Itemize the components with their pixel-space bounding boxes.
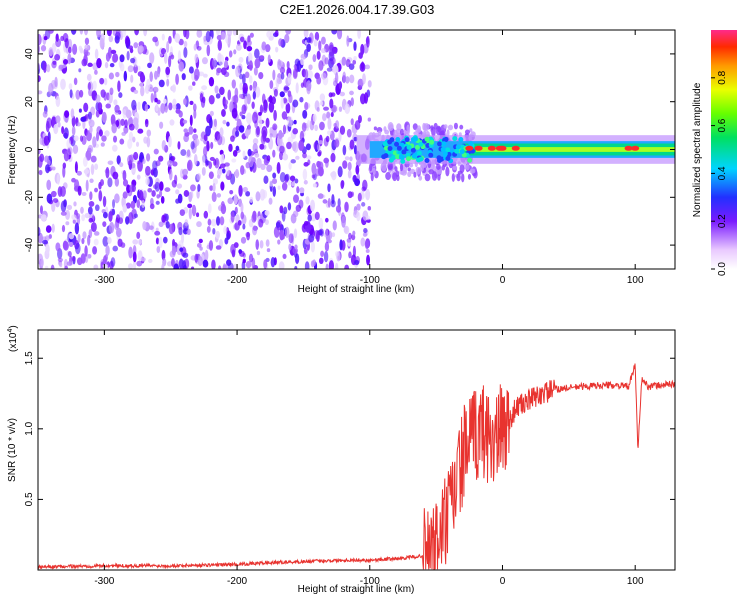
line-y-ticks: 0.5 1.0 1.5 xyxy=(24,351,675,506)
heatmap-y-tick-label-0: -40 xyxy=(24,237,35,252)
heatmap-x-ticks: -300 -200 -100 0 100 xyxy=(94,30,644,286)
line-y-tick-label-1: 1.0 xyxy=(24,421,35,435)
colorbar-ticks: 0.0 0.2 0.4 0.6 0.8 xyxy=(711,70,728,276)
line-y-tick-label-2: 1.5 xyxy=(24,351,35,365)
colorbar-label: Normalized spectral amplitude xyxy=(692,82,703,217)
line-x-axis-label: Height of straight line (km) xyxy=(298,584,415,595)
heatmap-y-ticks: -40 -20 0 20 40 xyxy=(24,48,675,252)
colorbar xyxy=(711,30,737,269)
heatmap-x-tick-label-4: 100 xyxy=(627,275,644,286)
heatmap-y-tick-label-4: 40 xyxy=(24,48,35,60)
line-x-tick-label-1: -200 xyxy=(227,576,247,587)
heatmap-y-tick-label-1: -20 xyxy=(24,190,35,205)
colorbar-tick-label-3: 0.6 xyxy=(717,118,728,132)
line-y-tick-label-0: 0.5 xyxy=(24,492,35,506)
colorbar-tick-label-2: 0.4 xyxy=(717,166,728,180)
colorbar-tick-label-4: 0.8 xyxy=(717,70,728,84)
chart-title: C2E1.2026.004.17.39.G03 xyxy=(280,2,435,17)
heatmap-x-axis-label: Height of straight line (km) xyxy=(298,284,415,295)
y-multiplier-label: (x104) xyxy=(7,325,19,352)
line-x-tick-label-4: 100 xyxy=(627,576,644,587)
line-x-ticks: -300 -200 -100 0 100 xyxy=(94,330,644,587)
line-x-tick-label-0: -300 xyxy=(94,576,114,587)
heatmap-x-tick-label-3: 0 xyxy=(500,275,506,286)
line-x-tick-label-3: 0 xyxy=(500,576,506,587)
colorbar-tick-label-1: 0.2 xyxy=(717,214,728,228)
heatmap-x-tick-label-2: -100 xyxy=(360,275,380,286)
heatmap-y-tick-label-2: 0 xyxy=(24,146,35,152)
heatmap-cells xyxy=(38,30,675,269)
heatmap-y-tick-label-3: 20 xyxy=(24,96,35,108)
heatmap-x-tick-label-1: -200 xyxy=(227,275,247,286)
line-x-tick-label-2: -100 xyxy=(360,576,380,587)
colorbar-tick-label-0: 0.0 xyxy=(717,262,728,276)
line-chart-frame xyxy=(37,329,676,571)
heatmap-x-tick-label-0: -300 xyxy=(94,275,114,286)
heatmap-y-axis-label: Frequency (Hz) xyxy=(7,116,18,185)
line-y-axis-label: SNR (10 * v/v) xyxy=(7,418,18,482)
snr-series-line xyxy=(38,363,675,570)
